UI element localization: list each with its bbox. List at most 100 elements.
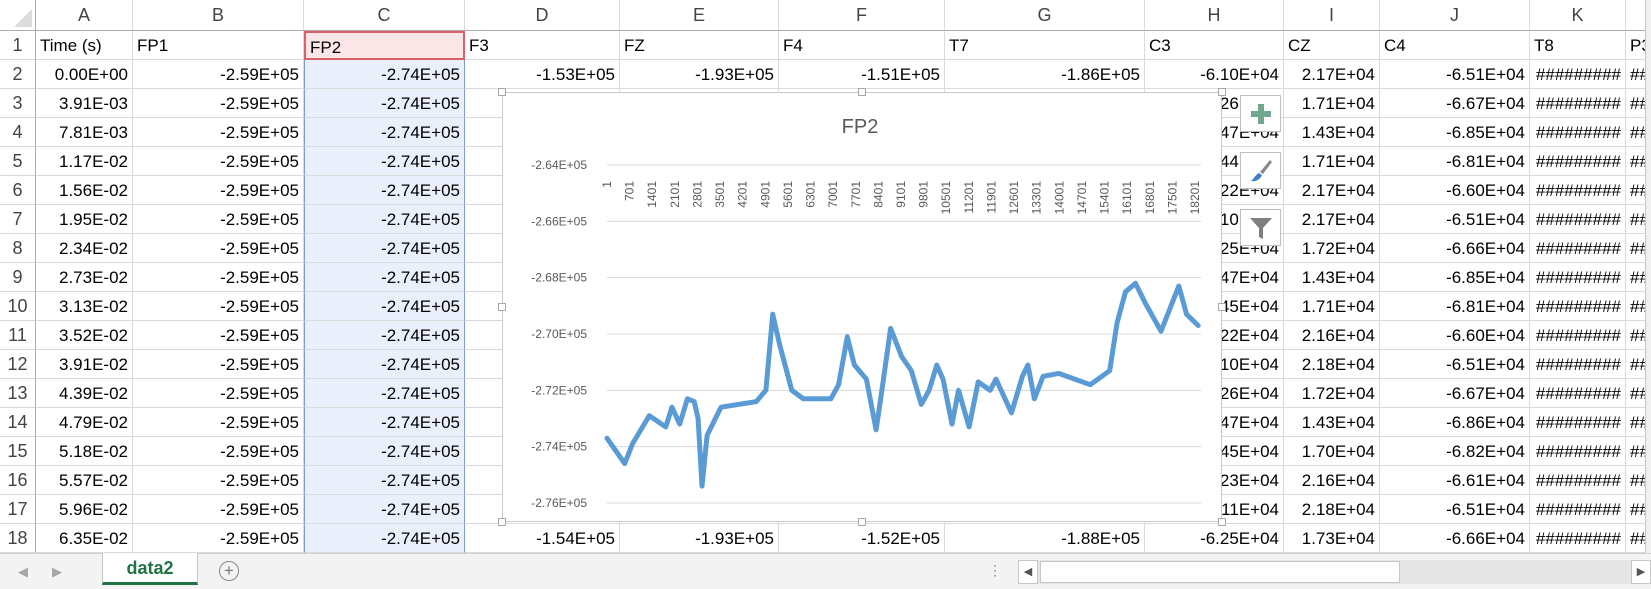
chart-resize-handle[interactable] bbox=[1218, 88, 1226, 96]
chart-title[interactable]: FP2 bbox=[842, 116, 879, 138]
cell-J7[interactable]: -6.51E+04 bbox=[1380, 205, 1530, 234]
column-header-D[interactable]: D bbox=[465, 0, 620, 31]
cell-I3[interactable]: 1.71E+04 bbox=[1284, 89, 1380, 118]
row-header-11[interactable]: 11 bbox=[0, 321, 36, 350]
cell-A15[interactable]: 5.18E-02 bbox=[36, 437, 133, 466]
column-header-B[interactable]: B bbox=[133, 0, 304, 31]
cell-I15[interactable]: 1.70E+04 bbox=[1284, 437, 1380, 466]
cell-J15[interactable]: -6.82E+04 bbox=[1380, 437, 1530, 466]
cell-H2[interactable]: -6.10E+04 bbox=[1145, 60, 1284, 89]
row-header-10[interactable]: 10 bbox=[0, 292, 36, 321]
cell-J10[interactable]: -6.81E+04 bbox=[1380, 292, 1530, 321]
cell-A2[interactable]: 0.00E+00 bbox=[36, 60, 133, 89]
row-header-7[interactable]: 7 bbox=[0, 205, 36, 234]
scrollbar-thumb[interactable] bbox=[1040, 561, 1400, 583]
chart-resize-handle[interactable] bbox=[1218, 303, 1226, 311]
cell-C17[interactable]: -2.74E+05 bbox=[304, 495, 465, 524]
cell-B11[interactable]: -2.59E+05 bbox=[133, 321, 304, 350]
cell-B3[interactable]: -2.59E+05 bbox=[133, 89, 304, 118]
cell-J9[interactable]: -6.85E+04 bbox=[1380, 263, 1530, 292]
cell-B4[interactable]: -2.59E+05 bbox=[133, 118, 304, 147]
cell-J17[interactable]: -6.51E+04 bbox=[1380, 495, 1530, 524]
cell-G2[interactable]: -1.86E+05 bbox=[945, 60, 1145, 89]
cell-K8[interactable]: ######### bbox=[1530, 234, 1626, 263]
cell-K12[interactable]: ######### bbox=[1530, 350, 1626, 379]
plus-circle-icon[interactable]: + bbox=[219, 561, 239, 581]
cell-K9[interactable]: ######### bbox=[1530, 263, 1626, 292]
column-header-F[interactable]: F bbox=[779, 0, 945, 31]
cell-B9[interactable]: -2.59E+05 bbox=[133, 263, 304, 292]
cell-J16[interactable]: -6.61E+04 bbox=[1380, 466, 1530, 495]
chart-resize-handle[interactable] bbox=[858, 518, 866, 526]
cell-E1[interactable]: FZ bbox=[620, 31, 779, 60]
cell-A8[interactable]: 2.34E-02 bbox=[36, 234, 133, 263]
cell-H17[interactable]: 11E+04 bbox=[1145, 495, 1284, 524]
cell-I16[interactable]: 2.16E+04 bbox=[1284, 466, 1380, 495]
cell-G18[interactable]: -1.88E+05 bbox=[945, 524, 1145, 553]
row-header-18[interactable]: 18 bbox=[0, 524, 36, 553]
row-header-12[interactable]: 12 bbox=[0, 350, 36, 379]
cell-J4[interactable]: -6.85E+04 bbox=[1380, 118, 1530, 147]
cell-F1[interactable]: F4 bbox=[779, 31, 945, 60]
cell-I17[interactable]: 2.18E+04 bbox=[1284, 495, 1380, 524]
cell-C11[interactable]: -2.74E+05 bbox=[304, 321, 465, 350]
cell-C7[interactable]: -2.74E+05 bbox=[304, 205, 465, 234]
cell-A4[interactable]: 7.81E-03 bbox=[36, 118, 133, 147]
row-header-14[interactable]: 14 bbox=[0, 408, 36, 437]
row-header-8[interactable]: 8 bbox=[0, 234, 36, 263]
cell-H18[interactable]: -6.25E+04 bbox=[1145, 524, 1284, 553]
cell-C5[interactable]: -2.74E+05 bbox=[304, 147, 465, 176]
cell-H1[interactable]: C3 bbox=[1145, 31, 1284, 60]
row-header-1[interactable]: 1 bbox=[0, 31, 36, 60]
cell-I13[interactable]: 1.72E+04 bbox=[1284, 379, 1380, 408]
cell-I18[interactable]: 1.73E+04 bbox=[1284, 524, 1380, 553]
cell-J13[interactable]: -6.67E+04 bbox=[1380, 379, 1530, 408]
cell-K5[interactable]: ######### bbox=[1530, 147, 1626, 176]
row-header-17[interactable]: 17 bbox=[0, 495, 36, 524]
cell-I7[interactable]: 2.17E+04 bbox=[1284, 205, 1380, 234]
cell-I14[interactable]: 1.43E+04 bbox=[1284, 408, 1380, 437]
cell-I11[interactable]: 2.16E+04 bbox=[1284, 321, 1380, 350]
cell-K17[interactable]: ######### bbox=[1530, 495, 1626, 524]
splitter-handle-icon[interactable]: ⋮ bbox=[988, 562, 1002, 578]
cell-A1[interactable]: Time (s) bbox=[36, 31, 133, 60]
cell-C8[interactable]: -2.74E+05 bbox=[304, 234, 465, 263]
cell-K6[interactable]: ######### bbox=[1530, 176, 1626, 205]
cell-K4[interactable]: ######### bbox=[1530, 118, 1626, 147]
cell-D18[interactable]: -1.54E+05 bbox=[465, 524, 620, 553]
cell-J8[interactable]: -6.66E+04 bbox=[1380, 234, 1530, 263]
chart-styles-button[interactable] bbox=[1240, 152, 1281, 189]
cell-E18[interactable]: -1.93E+05 bbox=[620, 524, 779, 553]
scroll-tabs-left-icon[interactable]: ◀ bbox=[18, 564, 28, 579]
column-header-H[interactable]: H bbox=[1145, 0, 1284, 31]
chart-elements-button[interactable] bbox=[1240, 95, 1281, 132]
cell-A5[interactable]: 1.17E-02 bbox=[36, 147, 133, 176]
cell-C9[interactable]: -2.74E+05 bbox=[304, 263, 465, 292]
cell-J2[interactable]: -6.51E+04 bbox=[1380, 60, 1530, 89]
cell-I6[interactable]: 2.17E+04 bbox=[1284, 176, 1380, 205]
cell-B10[interactable]: -2.59E+05 bbox=[133, 292, 304, 321]
cell-A14[interactable]: 4.79E-02 bbox=[36, 408, 133, 437]
cell-K11[interactable]: ######### bbox=[1530, 321, 1626, 350]
scroll-right-button[interactable]: ▶ bbox=[1631, 560, 1651, 584]
cell-B2[interactable]: -2.59E+05 bbox=[133, 60, 304, 89]
cell-I5[interactable]: 1.71E+04 bbox=[1284, 147, 1380, 176]
row-header-15[interactable]: 15 bbox=[0, 437, 36, 466]
cell-C12[interactable]: -2.74E+05 bbox=[304, 350, 465, 379]
row-header-16[interactable]: 16 bbox=[0, 466, 36, 495]
cell-I2[interactable]: 2.17E+04 bbox=[1284, 60, 1380, 89]
column-header-A[interactable]: A bbox=[36, 0, 133, 31]
row-header-5[interactable]: 5 bbox=[0, 147, 36, 176]
scroll-left-button[interactable]: ◀ bbox=[1018, 560, 1038, 584]
row-header-13[interactable]: 13 bbox=[0, 379, 36, 408]
cell-B13[interactable]: -2.59E+05 bbox=[133, 379, 304, 408]
column-header-C[interactable]: C bbox=[304, 0, 465, 31]
cell-A13[interactable]: 4.39E-02 bbox=[36, 379, 133, 408]
cell-J12[interactable]: -6.51E+04 bbox=[1380, 350, 1530, 379]
sheet-tab-data2[interactable]: data2 bbox=[102, 553, 198, 585]
cell-B18[interactable]: -2.59E+05 bbox=[133, 524, 304, 553]
row-header-6[interactable]: 6 bbox=[0, 176, 36, 205]
cell-I8[interactable]: 1.72E+04 bbox=[1284, 234, 1380, 263]
cell-B14[interactable]: -2.59E+05 bbox=[133, 408, 304, 437]
cell-A7[interactable]: 1.95E-02 bbox=[36, 205, 133, 234]
